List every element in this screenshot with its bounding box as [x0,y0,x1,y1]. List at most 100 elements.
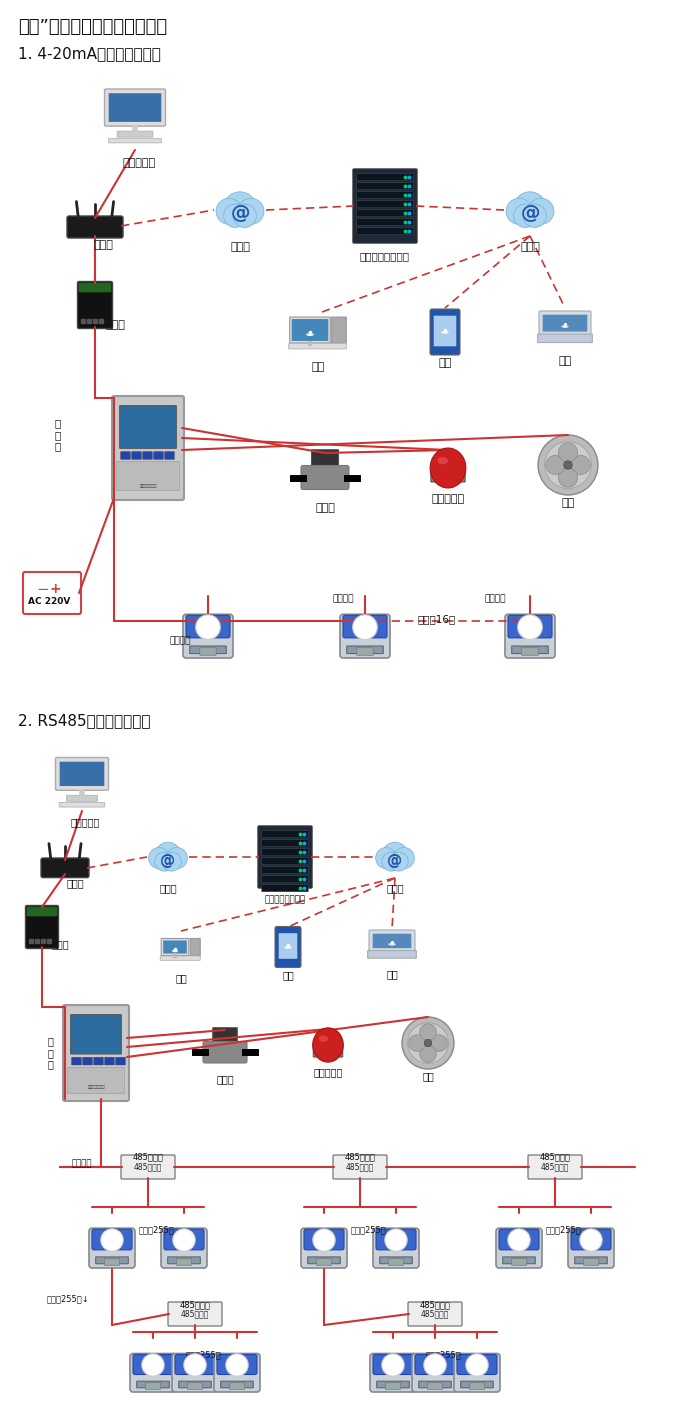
FancyBboxPatch shape [370,1354,416,1392]
Circle shape [313,1228,335,1251]
FancyBboxPatch shape [108,93,161,122]
FancyBboxPatch shape [357,183,413,190]
FancyBboxPatch shape [539,311,591,335]
Text: 路由器: 路由器 [66,878,84,888]
Text: 终端: 终端 [559,356,572,366]
FancyBboxPatch shape [163,940,187,954]
FancyBboxPatch shape [415,1355,455,1375]
FancyBboxPatch shape [461,1382,494,1387]
Circle shape [546,456,565,474]
FancyBboxPatch shape [308,1256,340,1263]
FancyBboxPatch shape [343,615,387,637]
Text: 电脑: 电脑 [312,362,325,371]
Text: 通
讯
线: 通 讯 线 [47,1037,53,1069]
Ellipse shape [313,1029,343,1062]
FancyBboxPatch shape [27,906,57,916]
Text: 电磁阀: 电磁阀 [216,1074,234,1083]
FancyBboxPatch shape [262,840,308,847]
Circle shape [382,853,400,871]
FancyBboxPatch shape [214,1354,260,1392]
FancyBboxPatch shape [108,138,162,144]
Circle shape [389,853,408,871]
Circle shape [538,435,598,495]
FancyBboxPatch shape [584,1258,598,1265]
Circle shape [226,1354,248,1376]
FancyBboxPatch shape [333,1155,387,1179]
Text: 通
讯
线: 通 讯 线 [55,418,61,452]
Text: 可连接16个: 可连接16个 [418,613,456,623]
FancyBboxPatch shape [353,169,417,243]
FancyBboxPatch shape [346,646,384,654]
Text: 485中继器: 485中继器 [132,1152,163,1161]
FancyBboxPatch shape [164,452,174,459]
Ellipse shape [438,457,448,464]
Text: @: @ [520,204,540,222]
FancyBboxPatch shape [316,1258,332,1265]
Circle shape [409,1034,426,1051]
FancyBboxPatch shape [288,343,346,349]
FancyBboxPatch shape [340,615,390,658]
Text: 485中继器: 485中继器 [540,1152,570,1161]
Text: AC 220V: AC 220V [28,598,70,606]
FancyBboxPatch shape [262,875,308,882]
Text: 信号输出: 信号输出 [169,636,190,644]
FancyBboxPatch shape [160,955,200,961]
Text: 485中继器: 485中继器 [419,1300,450,1309]
Text: 电脑: 电脑 [175,974,187,983]
FancyBboxPatch shape [262,858,308,865]
FancyBboxPatch shape [71,1057,81,1065]
Circle shape [184,1354,206,1376]
Text: +: + [49,582,61,597]
FancyBboxPatch shape [357,647,373,656]
FancyBboxPatch shape [168,1256,200,1263]
FancyBboxPatch shape [357,191,413,198]
FancyBboxPatch shape [373,1228,419,1268]
Circle shape [173,1228,195,1251]
Circle shape [430,1034,447,1051]
Circle shape [514,204,537,228]
FancyBboxPatch shape [190,646,226,654]
Text: 可连接255台: 可连接255台 [350,1225,386,1234]
FancyBboxPatch shape [499,1230,539,1249]
FancyBboxPatch shape [332,317,346,343]
FancyBboxPatch shape [538,333,592,342]
FancyBboxPatch shape [68,1068,125,1093]
Text: 单机版电脑: 单机版电脑 [70,817,99,827]
FancyBboxPatch shape [434,315,456,346]
FancyBboxPatch shape [262,885,308,892]
Text: 485中继器: 485中继器 [181,1310,209,1318]
Text: 信号输出: 信号输出 [71,1159,92,1168]
Circle shape [223,204,247,228]
FancyBboxPatch shape [312,450,339,470]
FancyBboxPatch shape [376,1230,416,1249]
FancyBboxPatch shape [262,830,308,837]
Text: 声光报警器: 声光报警器 [314,1067,343,1076]
Circle shape [528,198,554,224]
Circle shape [514,191,546,224]
Text: 485中继器: 485中继器 [344,1152,375,1161]
Text: 可连接255台: 可连接255台 [185,1349,221,1359]
FancyBboxPatch shape [190,938,200,955]
FancyBboxPatch shape [290,317,330,343]
Circle shape [216,198,242,224]
FancyBboxPatch shape [496,1228,542,1268]
FancyBboxPatch shape [83,1057,92,1065]
Circle shape [580,1228,602,1251]
Text: 单机版电脑: 单机版电脑 [122,158,155,167]
FancyBboxPatch shape [25,906,59,948]
Circle shape [545,442,592,488]
FancyBboxPatch shape [528,1155,582,1179]
Text: 485中继器: 485中继器 [180,1300,211,1309]
FancyBboxPatch shape [457,1355,497,1375]
Ellipse shape [319,1036,328,1041]
Text: 1. 4-20mA信号连接系统图: 1. 4-20mA信号连接系统图 [18,46,161,61]
FancyBboxPatch shape [60,761,104,787]
FancyBboxPatch shape [161,938,189,955]
FancyBboxPatch shape [301,1228,347,1268]
FancyBboxPatch shape [78,283,111,293]
Circle shape [376,847,397,868]
Circle shape [407,1023,448,1064]
Circle shape [142,1354,164,1376]
Text: 485中继器: 485中继器 [134,1162,162,1172]
FancyBboxPatch shape [220,1382,253,1387]
